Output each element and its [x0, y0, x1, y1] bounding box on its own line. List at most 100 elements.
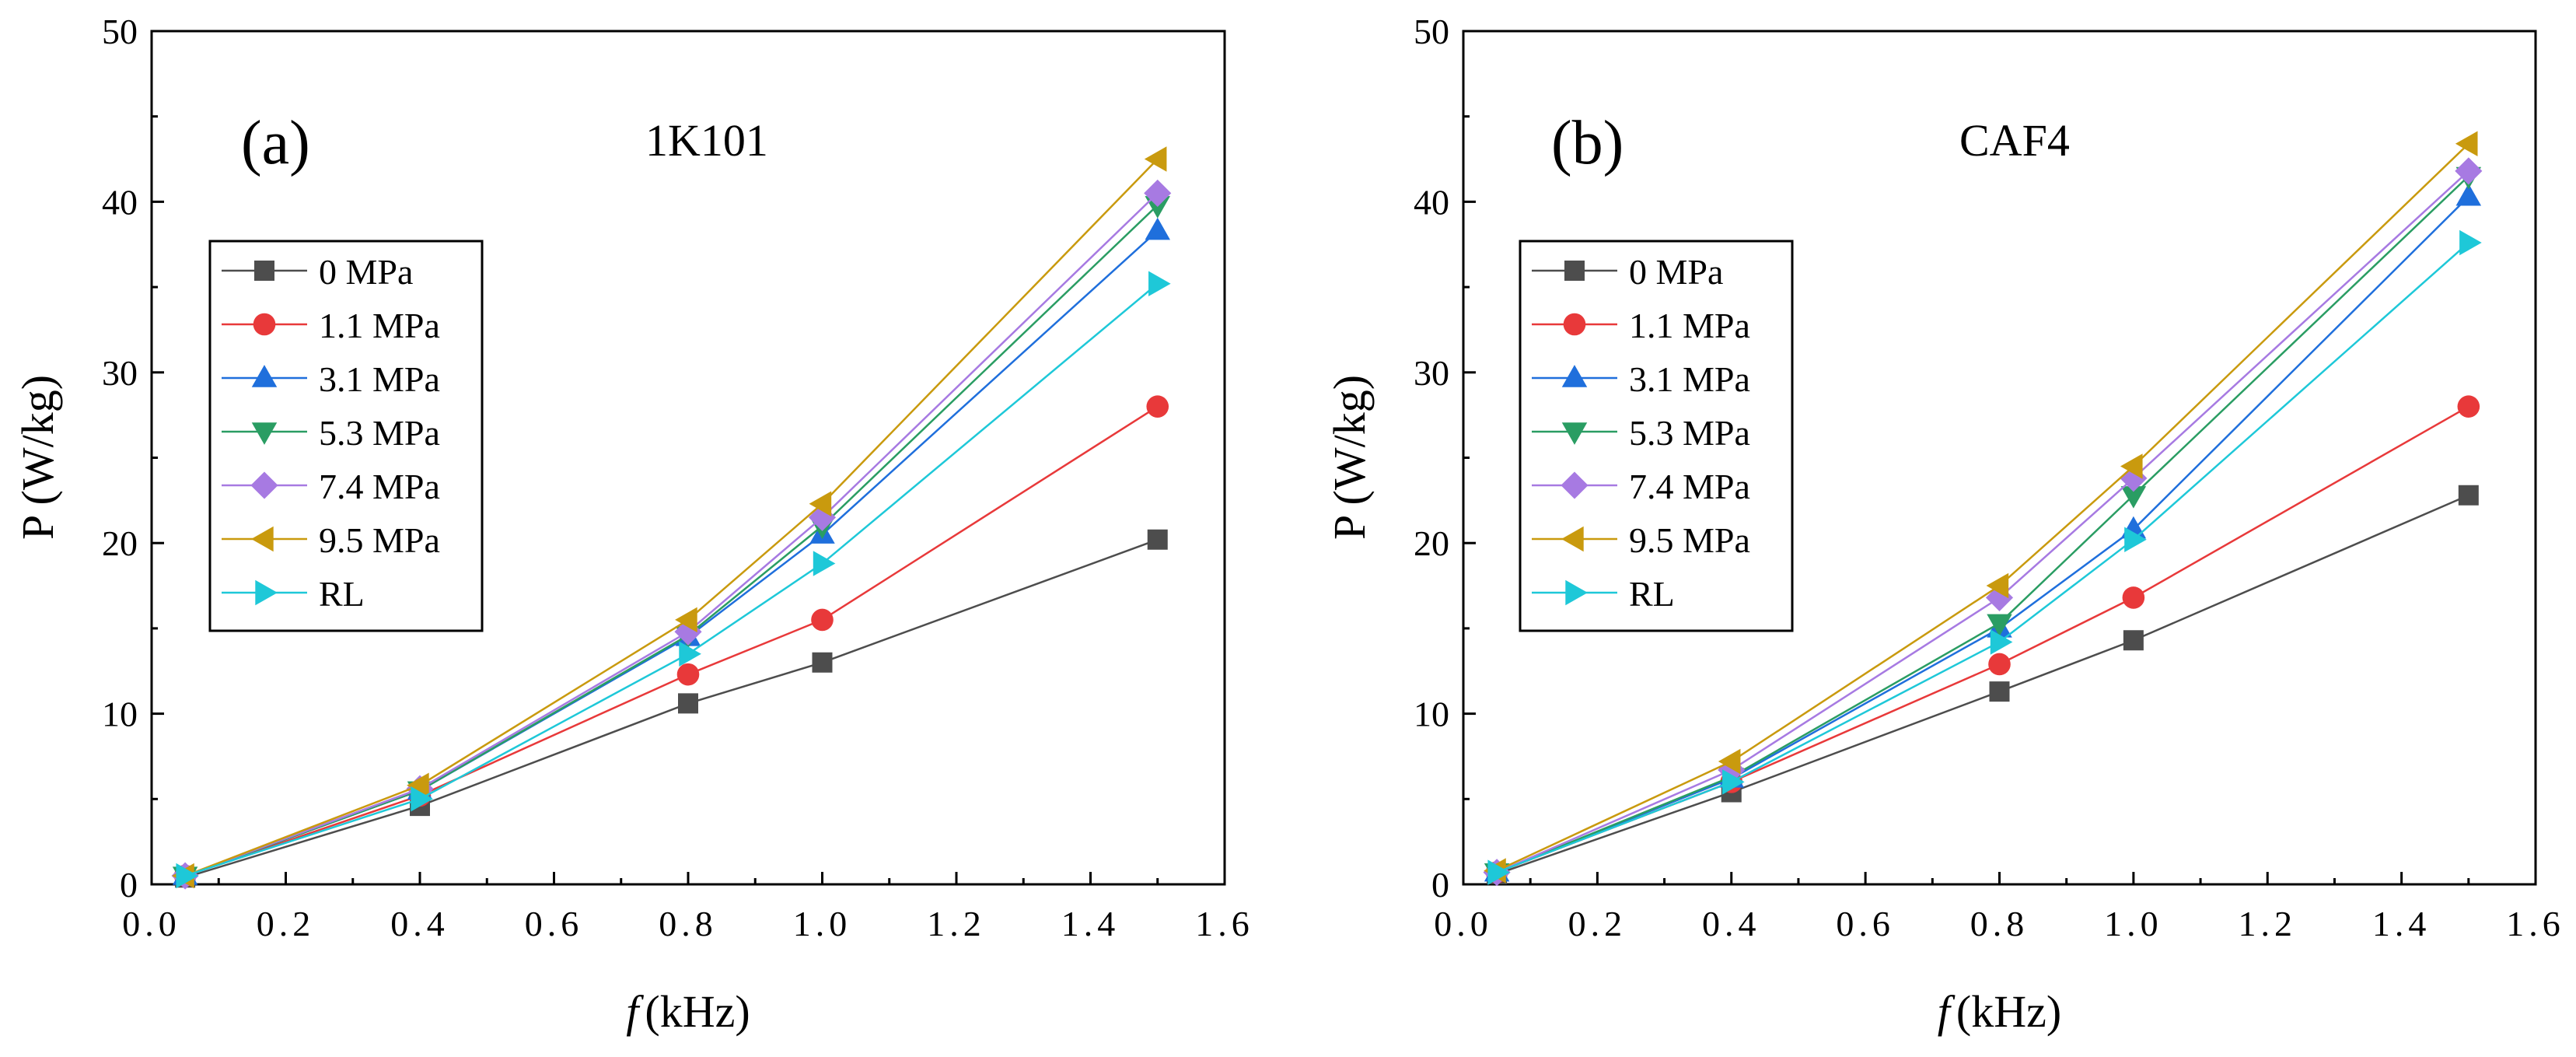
legend-label: 7.4 MPa: [319, 467, 440, 506]
legend-label: RL: [1629, 574, 1675, 614]
data-point-rl: [411, 786, 433, 812]
data-point-5-3-mpa: [1145, 196, 1170, 219]
y-tick-label: 40: [102, 182, 138, 222]
x-tick-label: 1.6: [1195, 904, 1254, 943]
x-tick-label: 1.0: [2104, 904, 2163, 943]
y-tick-label: 40: [1414, 182, 1449, 222]
data-point-rl: [1722, 769, 1745, 795]
legend-label: 5.3 MPa: [1629, 413, 1750, 453]
legend-item: 0 MPa: [1532, 252, 1723, 292]
data-point-0-mpa: [2123, 630, 2144, 651]
legend-marker: [1564, 261, 1585, 281]
data-point-rl: [1990, 629, 2013, 655]
y-tick-label: 50: [1414, 12, 1449, 51]
legend-marker: [1561, 422, 1588, 445]
legend-label: 3.1 MPa: [1629, 359, 1750, 399]
x-tick-label: 1.0: [793, 904, 852, 943]
legend-marker: [251, 422, 278, 445]
legend-label: 7.4 MPa: [1629, 467, 1750, 506]
data-point-rl: [679, 641, 701, 667]
x-tick-label: 1.2: [927, 904, 986, 943]
data-point-9-5-mpa: [407, 772, 429, 798]
data-point-9-5-mpa: [1986, 572, 2009, 599]
panel-a: 0.0 0.2 0.4 0.6 0.8 1.0 1.2 1.4 1.6 0 10 20 30 40 50 P …: [12, 12, 1254, 1037]
data-point-0-mpa: [1989, 681, 2010, 702]
data-point-5-3-mpa: [1987, 614, 2012, 637]
legend-item: 0 MPa: [222, 252, 413, 292]
data-point-1-1-mpa: [2122, 586, 2145, 609]
x-axis: 0.0 0.2 0.4 0.6 0.8 1.0 1.2 1.4 1.6: [1434, 872, 2565, 943]
y-axis-title: P (W/kg): [1324, 375, 1375, 540]
legend-label: 5.3 MPa: [319, 413, 440, 453]
legend-label: 0 MPa: [319, 252, 413, 292]
data-point-rl: [1487, 859, 1510, 885]
legend-label: 3.1 MPa: [319, 359, 440, 399]
data-point-1-1-mpa: [1146, 395, 1169, 418]
legend-marker: [253, 313, 276, 336]
series-group: [1483, 131, 2483, 887]
data-point-9-5-mpa: [1144, 146, 1167, 172]
x-axis: 0.0 0.2 0.4 0.6 0.8 1.0 1.2 1.4 1.6: [122, 872, 1254, 943]
legend-item: 1.1 MPa: [222, 306, 440, 345]
legend-item: RL: [222, 574, 365, 614]
data-point-0-mpa: [812, 652, 833, 673]
data-point-rl: [813, 551, 836, 576]
x-tick-label: 1.6: [2506, 904, 2565, 943]
data-point-9-5-mpa: [2120, 453, 2143, 479]
x-tick-label: 0.0: [122, 904, 181, 943]
legend-label: 9.5 MPa: [319, 520, 440, 560]
panel-label: (b): [1551, 109, 1624, 177]
legend-marker: [250, 471, 278, 499]
legend-marker: [1561, 471, 1589, 499]
x-tick-label: 0.4: [1702, 904, 1761, 943]
legend-item: 9.5 MPa: [222, 520, 440, 560]
data-point-0-mpa: [678, 693, 698, 714]
legend-item: 3.1 MPa: [222, 359, 440, 399]
x-axis-title: f (kHz): [1938, 986, 2061, 1037]
legend-marker: [254, 261, 274, 281]
y-axis: 0 10 20 30 40 50: [1414, 12, 1476, 905]
legend-label: 1.1 MPa: [1629, 306, 1750, 345]
y-tick-label: 0: [120, 865, 138, 905]
x-tick-label: 0.2: [1568, 904, 1627, 943]
legend-marker: [251, 365, 278, 387]
legend-item: 9.5 MPa: [1532, 520, 1750, 560]
legend-item: 7.4 MPa: [1532, 467, 1750, 506]
legend-item: 5.3 MPa: [1532, 413, 1750, 453]
series-rl: [176, 271, 1171, 889]
y-tick-label: 30: [1414, 353, 1449, 393]
x-tick-label: 1.2: [2239, 904, 2298, 943]
legend-label: 0 MPa: [1629, 252, 1723, 292]
legend-label: RL: [319, 574, 365, 614]
data-point-1-1-mpa: [811, 608, 834, 632]
x-tick-label: 0.8: [1970, 904, 2029, 943]
data-point-0-mpa: [1147, 529, 1168, 550]
data-point-7-4-mpa: [674, 618, 702, 646]
x-tick-label: 0.6: [525, 904, 584, 943]
series-9-5-mpa: [172, 146, 1167, 889]
data-point-rl: [2459, 229, 2482, 256]
x-tick-label: 1.4: [1061, 904, 1120, 943]
x-tick-label: 1.4: [2372, 904, 2431, 943]
data-point-9-5-mpa: [809, 491, 832, 516]
y-tick-label: 20: [1414, 523, 1449, 563]
data-point-rl: [176, 863, 199, 889]
y-tick-label: 10: [102, 695, 138, 734]
x-tick-label: 0.6: [1836, 904, 1895, 943]
legend-item: RL: [1532, 574, 1675, 614]
data-point-7-4-mpa: [2455, 157, 2483, 185]
data-point-9-5-mpa: [675, 607, 697, 633]
x-tick-label: 0.2: [257, 904, 316, 943]
legend-item: 3.1 MPa: [1532, 359, 1750, 399]
chart-title: 1K101: [645, 115, 768, 166]
y-tick-label: 30: [102, 353, 138, 393]
legend-item: 5.3 MPa: [222, 413, 440, 453]
series-group: [171, 146, 1172, 890]
y-tick-label: 50: [102, 12, 138, 51]
data-point-7-4-mpa: [1144, 179, 1172, 207]
legend: 0 MPa 1.1 MPa 3.1 MPa 5.3 MPa 7.4 MPa 9.5 MPa…: [208, 240, 484, 632]
y-axis: 0 10 20 30 40 50: [102, 12, 164, 905]
data-point-3-1-mpa: [1145, 217, 1170, 240]
y-tick-label: 0: [1431, 865, 1449, 905]
data-point-5-3-mpa: [2120, 486, 2147, 509]
